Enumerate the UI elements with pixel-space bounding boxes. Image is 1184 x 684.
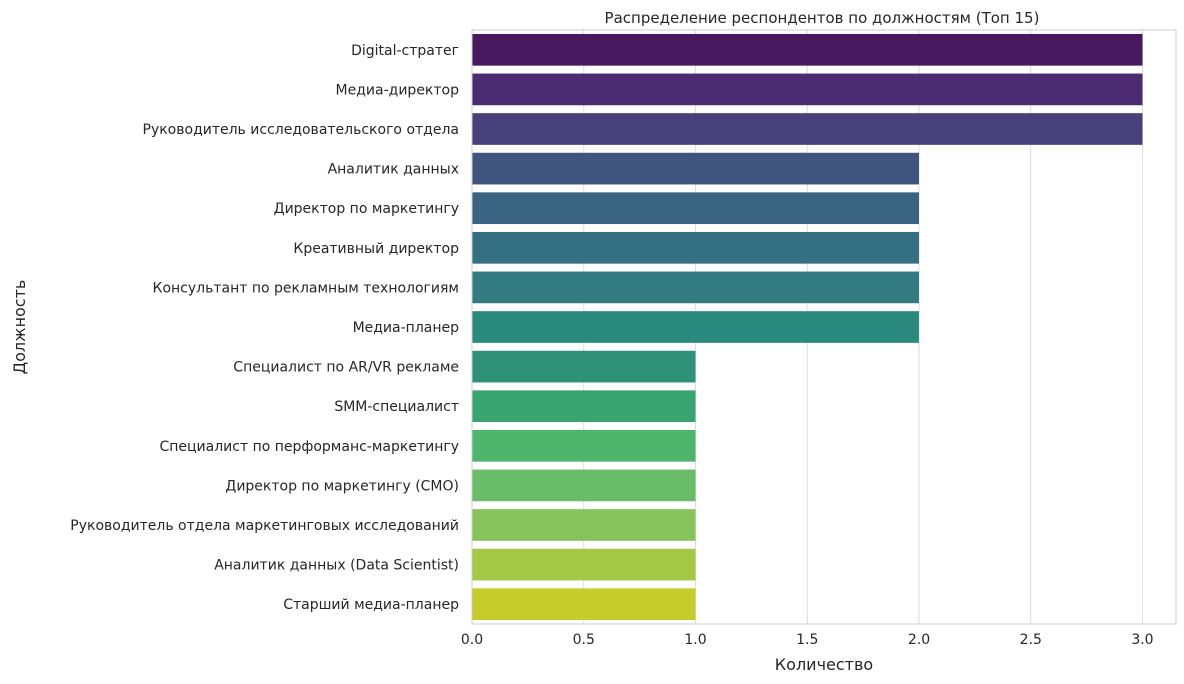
bars-group <box>472 33 1143 621</box>
bar <box>472 429 696 462</box>
bar <box>472 548 696 581</box>
category-label: Специалист по перформанс-маркетингу <box>159 439 459 455</box>
category-label: Руководитель отдела маркетинговых исслед… <box>70 518 459 534</box>
chart-title: Распределение респондентов по должностям… <box>605 9 1040 27</box>
x-axis-label: Количество <box>775 655 873 674</box>
category-label: SMM-специалист <box>334 399 459 415</box>
x-tick-label: 2.0 <box>908 632 930 648</box>
bar <box>472 509 696 541</box>
x-tick-label: 0.0 <box>461 632 483 648</box>
plot-frame <box>471 29 1177 625</box>
category-label: Старший медиа-планер <box>283 597 459 613</box>
bar <box>472 311 919 343</box>
bar <box>472 350 696 383</box>
bar <box>472 588 696 621</box>
bar <box>472 271 919 304</box>
bar <box>472 33 1143 66</box>
category-label: Специалист по AR/VR рекламе <box>233 360 459 376</box>
category-label: Креативный директор <box>293 241 459 257</box>
category-label: Директор по маркетингу (CMO) <box>225 478 459 494</box>
category-label: Аналитик данных <box>328 162 459 178</box>
x-tick-label: 3.0 <box>1131 632 1153 648</box>
bar <box>472 152 919 185</box>
bar <box>472 390 696 423</box>
category-label: Digital-стратег <box>351 43 459 59</box>
x-tick-labels: 0.0 0.5 1.0 1.5 2.0 2.5 3.0 <box>461 632 1154 648</box>
x-tick-label: 0.5 <box>573 632 595 648</box>
y-axis-label: Должность <box>10 280 29 375</box>
category-label: Руководитель исследовательского отдела <box>143 122 460 138</box>
category-label: Консультант по рекламным технологиям <box>153 280 460 296</box>
x-tick-label: 1.5 <box>796 632 818 648</box>
x-tick-label: 1.0 <box>684 632 706 648</box>
category-label: Медиа-планер <box>353 320 460 336</box>
category-labels: Digital-стратег Медиа-директор Руководител… <box>70 43 459 613</box>
bar <box>472 231 919 264</box>
category-label: Медиа-директор <box>336 82 460 98</box>
bar <box>472 113 1143 145</box>
category-label: Директор по маркетингу <box>274 201 459 217</box>
category-label: Аналитик данных (Data Scientist) <box>214 558 459 574</box>
bar <box>472 469 696 502</box>
x-tick-label: 2.5 <box>1020 632 1042 648</box>
bar <box>472 73 1143 106</box>
bar <box>472 192 919 225</box>
